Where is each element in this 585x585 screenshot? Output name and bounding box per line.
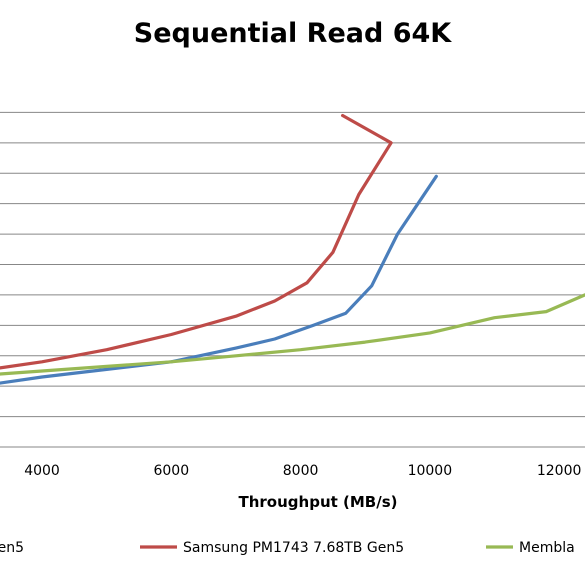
gridlines (0, 111, 585, 448)
x-axis-ticks: 4000 6000 8000 10000 12000 (24, 463, 581, 479)
series-lines (0, 113, 585, 385)
legend-label-3: Membla (519, 540, 575, 556)
x-tick-label-1: 4000 (24, 463, 60, 479)
series-line-1 (0, 174, 438, 385)
legend: 7.68TB Gen5 Samsung PM1743 7.68TB Gen5 Mem… (0, 540, 575, 556)
x-tick-label-3: 8000 (283, 463, 319, 479)
x-tick-label-4: 10000 (408, 463, 453, 479)
legend-label-2: Samsung PM1743 7.68TB Gen5 (183, 540, 404, 556)
x-tick-label-5: 12000 (537, 463, 582, 479)
series-line-2 (0, 113, 393, 370)
x-tick-label-2: 6000 (153, 463, 189, 479)
series-line-3 (0, 293, 585, 376)
chart-title: Sequential Read 64K (133, 18, 452, 49)
x-axis-label: Throughput (MB/s) (239, 493, 398, 511)
legend-label-1: 7.68TB Gen5 (0, 540, 24, 556)
